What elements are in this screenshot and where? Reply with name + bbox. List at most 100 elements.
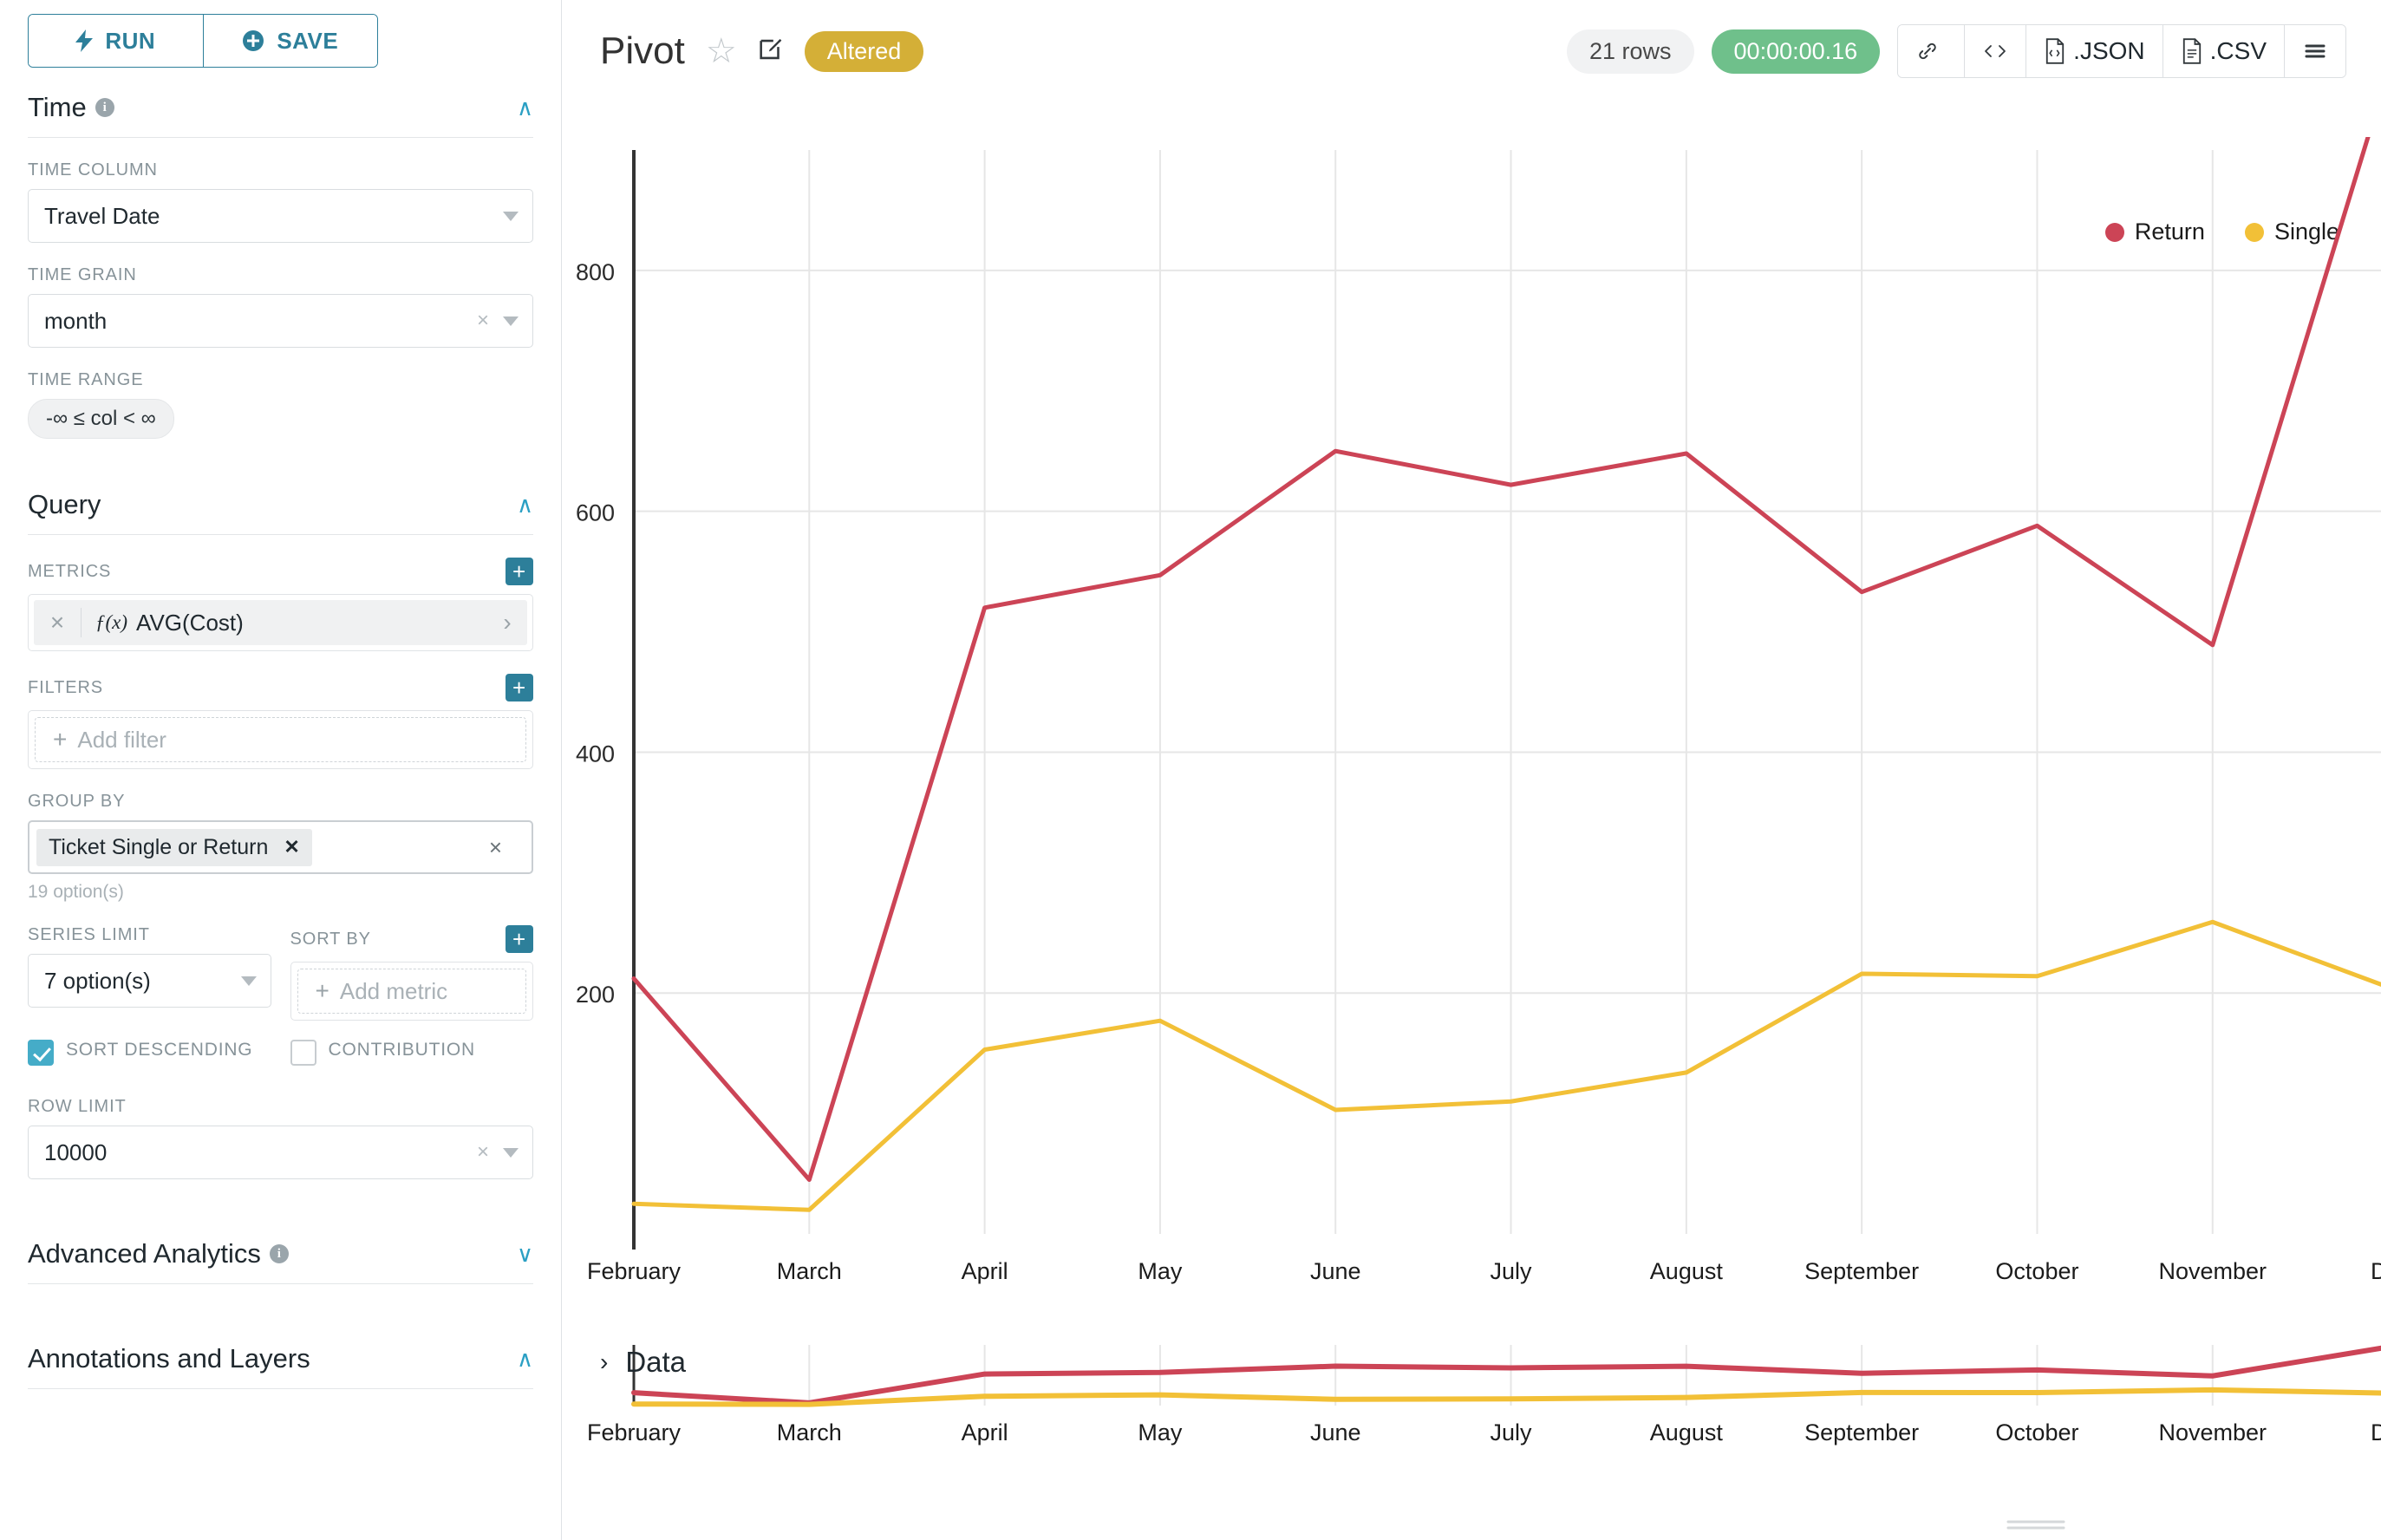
remove-metric-icon[interactable]: × bbox=[49, 609, 65, 636]
metrics-box: × ƒ(x) AVG(Cost) › bbox=[28, 594, 533, 651]
label-sort-by-text: SORT BY bbox=[290, 929, 371, 949]
contribution-label: CONTRIBUTION bbox=[328, 1040, 475, 1060]
data-section-toggle[interactable]: › Data bbox=[562, 1346, 2381, 1403]
time-range-chip[interactable]: -∞ ≤ col < ∞ bbox=[28, 399, 174, 439]
field-filters: FILTERS + + Add filter bbox=[28, 651, 533, 769]
y-axis-tick-label: 600 bbox=[576, 500, 615, 526]
favorite-star-icon[interactable]: ☆ bbox=[705, 32, 737, 70]
chart-panel: Pivot ☆ Altered 21 rows 00:00:00.16 bbox=[562, 0, 2381, 1540]
bolt-icon bbox=[75, 29, 94, 52]
series-line-single[interactable] bbox=[631, 919, 2381, 1212]
query-timer-badge: 00:00:00.16 bbox=[1711, 29, 1881, 74]
info-icon[interactable]: i bbox=[95, 98, 114, 117]
chevron-down-icon bbox=[503, 211, 519, 221]
group-by-select[interactable]: Ticket Single or Return ✕ × bbox=[28, 820, 533, 874]
chart-toolbar: 21 rows 00:00:00.16 bbox=[1566, 24, 2346, 78]
save-button[interactable]: SAVE bbox=[202, 15, 377, 67]
label-time-range: TIME RANGE bbox=[28, 370, 144, 389]
export-csv-label: .CSV bbox=[2209, 37, 2267, 64]
chart-header: Pivot ☆ Altered 21 rows 00:00:00.16 bbox=[562, 0, 2381, 102]
resize-handle[interactable] bbox=[2001, 1516, 2071, 1537]
chevron-up-icon[interactable]: ∧ bbox=[516, 95, 533, 121]
export-button-group: .JSON .CSV bbox=[1897, 24, 2346, 78]
export-json-button[interactable]: .JSON bbox=[2025, 25, 2162, 77]
clear-icon[interactable]: × bbox=[476, 1140, 489, 1164]
run-save-button-group: RUN SAVE bbox=[28, 14, 378, 68]
time-column-select[interactable]: Travel Date bbox=[28, 189, 533, 243]
chart-container: Return Single 200 400 600 800 February March A… bbox=[562, 102, 2381, 1530]
metric-label: AVG(Cost) bbox=[136, 609, 244, 636]
overview-x-tick-label: September bbox=[1804, 1419, 1919, 1445]
label-filters-text: FILTERS bbox=[28, 677, 104, 697]
section-header-annotations[interactable]: Annotations and Layers ∧ bbox=[28, 1319, 533, 1389]
export-csv-button[interactable]: .CSV bbox=[2162, 25, 2284, 77]
y-axis-tick-label: 800 bbox=[576, 259, 615, 285]
label-metrics-text: METRICS bbox=[28, 561, 112, 581]
add-sort-metric-button[interactable]: + bbox=[506, 925, 533, 953]
remove-tag-icon[interactable]: ✕ bbox=[284, 836, 300, 858]
add-filter-button[interactable]: + bbox=[506, 674, 533, 701]
view-code-button[interactable] bbox=[1964, 25, 2026, 77]
label-row-limit: ROW LIMIT bbox=[28, 1097, 127, 1116]
section-header-query[interactable]: Query ∧ bbox=[28, 465, 533, 535]
clear-icon[interactable]: × bbox=[488, 833, 502, 860]
legend-item-single[interactable]: Single bbox=[2244, 219, 2339, 245]
chevron-up-icon[interactable]: ∧ bbox=[516, 1346, 533, 1372]
checkbox-checked-icon bbox=[28, 1040, 54, 1066]
label-filters: FILTERS + bbox=[28, 674, 533, 701]
metric-pill[interactable]: × ƒ(x) AVG(Cost) › bbox=[34, 600, 527, 645]
save-button-label: SAVE bbox=[277, 27, 339, 54]
field-group-by: GROUP BY Ticket Single or Return ✕ × 19 … bbox=[28, 769, 533, 903]
info-icon[interactable]: i bbox=[269, 1244, 289, 1263]
x-axis-tick-label: July bbox=[1491, 1258, 1533, 1284]
overview-brush-chart[interactable]: February March April May June July August Septe… bbox=[562, 1338, 2381, 1485]
series-limit-select[interactable]: 7 option(s) bbox=[28, 954, 271, 1008]
line-chart[interactable]: 200 400 600 800 February March April May June Jul… bbox=[562, 137, 2381, 1325]
row-limit-select[interactable]: 10000 × bbox=[28, 1126, 533, 1179]
chevron-right-icon: › bbox=[600, 1348, 609, 1375]
copy-link-button[interactable] bbox=[1898, 25, 1965, 77]
legend-label-return: Return bbox=[2134, 219, 2205, 245]
add-filter-label: Add filter bbox=[77, 726, 166, 753]
time-grain-value: month bbox=[44, 307, 108, 334]
y-axis-tick-label: 400 bbox=[576, 741, 615, 767]
section-title-query: Query bbox=[28, 489, 101, 519]
sort-descending-checkbox[interactable]: SORT DESCENDING bbox=[28, 1038, 271, 1066]
add-filter-dropzone[interactable]: + Add filter bbox=[35, 717, 526, 762]
overview-x-tick-label: June bbox=[1310, 1419, 1361, 1445]
chevron-down-icon[interactable]: ∨ bbox=[516, 1241, 533, 1267]
field-row-limit: ROW LIMIT 10000 × bbox=[28, 1066, 533, 1179]
x-axis-tick-label: October bbox=[1995, 1258, 2078, 1284]
chart-legend: Return Single bbox=[2104, 219, 2339, 245]
chevron-right-icon[interactable]: › bbox=[503, 609, 512, 636]
section-title-time: Time bbox=[28, 92, 87, 122]
time-column-value: Travel Date bbox=[44, 202, 160, 229]
run-button-label: RUN bbox=[105, 27, 156, 54]
sort-by-box: + Add metric bbox=[290, 962, 533, 1021]
more-menu-button[interactable] bbox=[2284, 25, 2345, 77]
time-grain-select[interactable]: month × bbox=[28, 294, 533, 348]
chevron-down-icon bbox=[503, 1147, 519, 1158]
section-header-advanced-analytics[interactable]: Advanced Analytics i ∨ bbox=[28, 1214, 533, 1284]
legend-swatch-single bbox=[2244, 222, 2264, 242]
run-button[interactable]: RUN bbox=[29, 15, 203, 67]
x-axis-tick-label: March bbox=[777, 1258, 842, 1284]
add-metric-button[interactable]: + bbox=[506, 558, 533, 585]
row-limit-value: 10000 bbox=[44, 1139, 108, 1165]
clear-icon[interactable]: × bbox=[476, 309, 489, 332]
label-sort-by: SORT BY + bbox=[290, 925, 533, 953]
overview-x-tick-label: Dece bbox=[2371, 1419, 2381, 1445]
chevron-up-icon[interactable]: ∧ bbox=[516, 492, 533, 518]
legend-item-return[interactable]: Return bbox=[2104, 219, 2205, 245]
add-metric-dropzone[interactable]: + Add metric bbox=[297, 969, 526, 1014]
function-icon: ƒ(x) bbox=[95, 611, 128, 633]
plus-circle-icon bbox=[242, 29, 264, 52]
group-by-tag[interactable]: Ticket Single or Return ✕ bbox=[36, 828, 312, 866]
section-header-time[interactable]: Time i ∧ bbox=[28, 68, 533, 138]
x-axis-tick-label: August bbox=[1650, 1258, 1724, 1284]
x-axis-tick-label: April bbox=[962, 1258, 1008, 1284]
series-line-return[interactable] bbox=[631, 137, 2381, 1182]
edit-icon[interactable] bbox=[756, 35, 786, 69]
plus-icon: + bbox=[53, 726, 68, 753]
contribution-checkbox[interactable]: CONTRIBUTION bbox=[290, 1038, 534, 1066]
